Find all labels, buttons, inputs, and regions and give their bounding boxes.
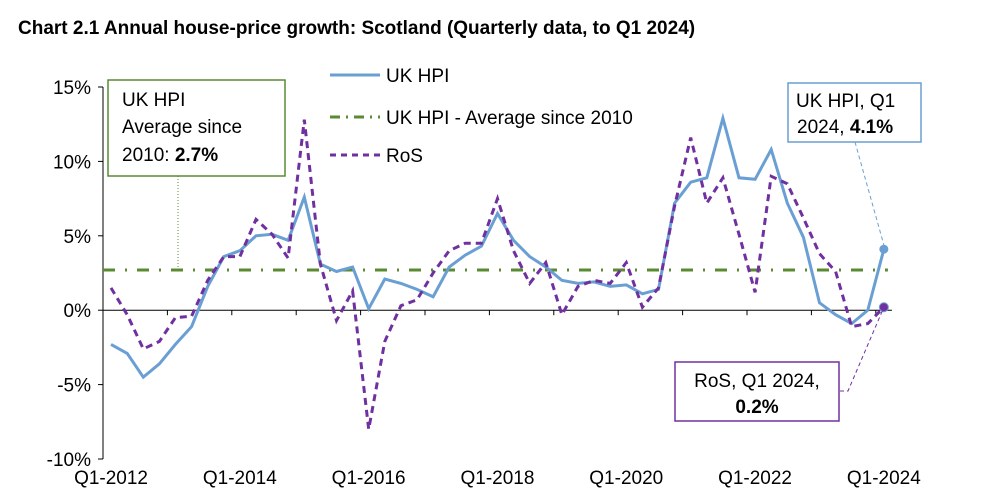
uk-hpi-label-prefix: 2024, xyxy=(797,117,850,138)
x-tick-label: Q1-2014 xyxy=(203,468,277,489)
average-label-value: 2.7% xyxy=(175,145,218,166)
ros-leader-line xyxy=(840,306,885,392)
uk-hpi-point xyxy=(879,244,889,254)
ros-latest-annotation: RoS, Q1 2024, 0.2% xyxy=(674,306,885,422)
y-tick-label: -5% xyxy=(57,376,91,397)
uk-hpi-label-value: 4.1% xyxy=(850,117,893,138)
y-tick-label: -10% xyxy=(47,450,91,471)
chart-title: Chart 2.1 Annual house-price growth: Sco… xyxy=(18,18,696,39)
legend: UK HPI UK HPI - Average since 2010 RoS xyxy=(330,66,633,167)
average-label-line3: 2010: 2.7% xyxy=(122,145,218,166)
legend-label-uk-hpi: UK HPI xyxy=(386,66,449,87)
uk-hpi-leader-line xyxy=(854,141,886,250)
x-tick-label: Q1-2012 xyxy=(74,468,148,489)
ros-label-box xyxy=(674,361,840,422)
series-ros-line xyxy=(109,119,885,430)
x-tick-label: Q1-2016 xyxy=(332,468,406,489)
average-label-line1: UK HPI xyxy=(122,90,185,111)
x-tick-label: Q1-2018 xyxy=(460,468,534,489)
average-label-line2: Average since xyxy=(122,117,242,138)
legend-label-average: UK HPI - Average since 2010 xyxy=(386,108,633,129)
x-tick-label: Q1-2022 xyxy=(718,468,792,489)
ros-label-value: 0.2% xyxy=(735,397,778,418)
average-annotation: UK HPI Average since 2010: 2.7% xyxy=(107,79,286,270)
y-tick-label: 15% xyxy=(53,78,91,99)
uk-hpi-latest-annotation: UK HPI, Q1 2024, 4.1% xyxy=(787,82,922,250)
x-tick-label: Q1-2024 xyxy=(847,468,921,489)
y-tick-label: 10% xyxy=(53,152,91,173)
uk-hpi-label-box xyxy=(787,82,922,143)
legend-label-ros: RoS xyxy=(386,146,423,167)
y-tick-label: 5% xyxy=(64,227,92,248)
y-axis: -10% -5% 0% 5% 10% 15% xyxy=(47,78,104,471)
average-label-box xyxy=(107,79,286,177)
x-axis: Q1-2012 Q1-2014 Q1-2016 Q1-2018 Q1-2020 Q1-20… xyxy=(74,309,921,489)
series-uk-hpi-line xyxy=(110,112,886,380)
uk-hpi-label-line2: 2024, 4.1% xyxy=(797,117,893,138)
average-label-prefix: 2010: xyxy=(122,145,175,166)
x-tick-label: Q1-2020 xyxy=(589,468,663,489)
y-tick-label: 0% xyxy=(64,301,92,322)
uk-hpi-label-line1: UK HPI, Q1 xyxy=(796,91,895,112)
ros-label-line1: RoS, Q1 2024, xyxy=(694,371,820,392)
